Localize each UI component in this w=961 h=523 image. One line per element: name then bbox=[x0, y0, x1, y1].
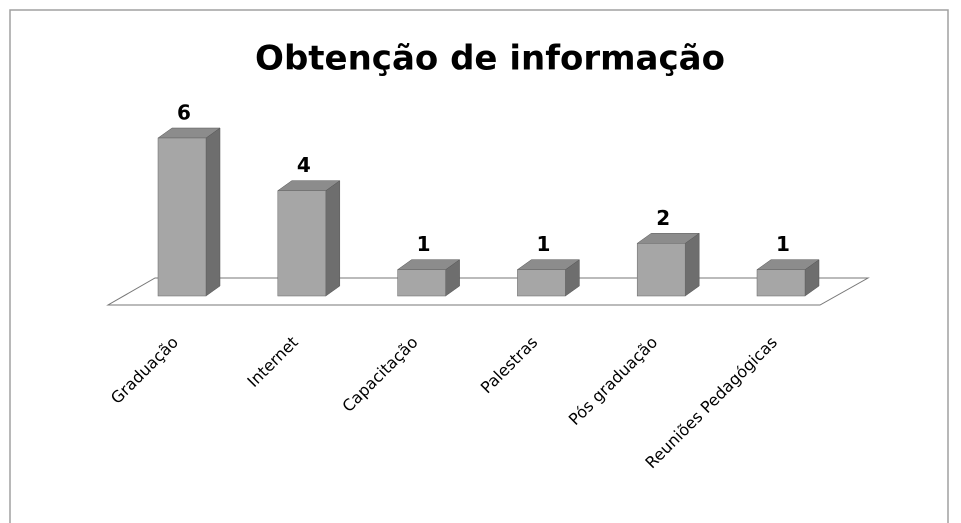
value-label: 1 bbox=[536, 232, 550, 256]
bar bbox=[636, 243, 686, 297]
bar bbox=[756, 269, 806, 297]
value-label: 1 bbox=[417, 232, 431, 256]
bar bbox=[277, 190, 327, 297]
value-label: 4 bbox=[297, 153, 311, 177]
bar-side bbox=[325, 180, 341, 297]
bar bbox=[397, 269, 446, 297]
bar bbox=[517, 269, 566, 297]
value-label: 6 bbox=[177, 101, 191, 125]
chart-title: Obtenção de informação bbox=[255, 39, 725, 79]
bar bbox=[157, 137, 207, 297]
value-label: 2 bbox=[656, 206, 670, 230]
value-label: 1 bbox=[776, 232, 790, 256]
bar-side bbox=[205, 127, 221, 297]
bar-side bbox=[684, 232, 700, 297]
floor bbox=[106, 277, 870, 306]
